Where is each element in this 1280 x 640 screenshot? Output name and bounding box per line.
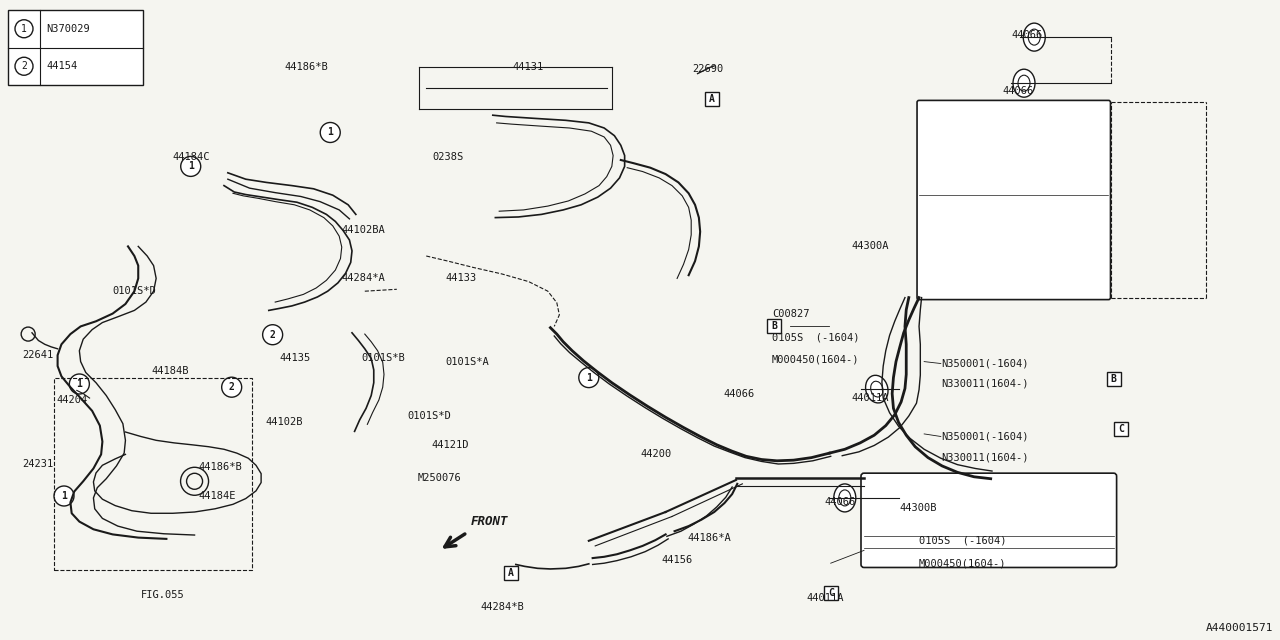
Text: M000450(1604-): M000450(1604-) bbox=[772, 355, 859, 365]
Text: 2: 2 bbox=[20, 61, 27, 71]
Text: 44066: 44066 bbox=[1002, 86, 1033, 96]
Text: 44154: 44154 bbox=[46, 61, 77, 71]
Ellipse shape bbox=[870, 381, 883, 397]
Text: 0105S  (-1604): 0105S (-1604) bbox=[772, 332, 859, 342]
Text: 1: 1 bbox=[328, 127, 333, 138]
Text: 44184B: 44184B bbox=[151, 366, 188, 376]
Text: 2: 2 bbox=[270, 330, 275, 340]
Text: A: A bbox=[709, 94, 714, 104]
Text: 0101S*D: 0101S*D bbox=[407, 411, 451, 421]
Bar bbox=[1115, 422, 1128, 436]
Text: 44133: 44133 bbox=[445, 273, 476, 284]
Text: N350001(-1604): N350001(-1604) bbox=[941, 358, 1028, 369]
Text: 1: 1 bbox=[61, 491, 67, 501]
Text: 44184E: 44184E bbox=[198, 491, 236, 501]
Ellipse shape bbox=[1018, 76, 1030, 92]
Bar bbox=[824, 586, 837, 600]
Text: 44284*A: 44284*A bbox=[342, 273, 385, 284]
Text: 1: 1 bbox=[586, 372, 591, 383]
Circle shape bbox=[221, 377, 242, 397]
Text: A440001571: A440001571 bbox=[1206, 623, 1274, 634]
Ellipse shape bbox=[838, 490, 851, 506]
FancyBboxPatch shape bbox=[916, 100, 1111, 300]
Text: FRONT: FRONT bbox=[471, 515, 508, 528]
Text: N330011(1604-): N330011(1604-) bbox=[941, 452, 1028, 463]
Text: N370029: N370029 bbox=[46, 24, 90, 34]
Text: N330011(1604-): N330011(1604-) bbox=[941, 379, 1028, 389]
Text: 44066: 44066 bbox=[723, 388, 754, 399]
Text: 0101S*B: 0101S*B bbox=[361, 353, 404, 364]
Bar bbox=[705, 92, 718, 106]
Bar bbox=[8, 10, 143, 85]
Ellipse shape bbox=[833, 484, 856, 512]
Text: C: C bbox=[1119, 424, 1124, 434]
Text: 44184C: 44184C bbox=[173, 152, 210, 162]
Text: 44011A: 44011A bbox=[851, 393, 888, 403]
Text: 0238S: 0238S bbox=[433, 152, 463, 162]
Text: 1: 1 bbox=[20, 24, 27, 34]
Ellipse shape bbox=[1012, 69, 1036, 97]
Bar bbox=[1107, 372, 1120, 386]
Text: B: B bbox=[1111, 374, 1116, 384]
Text: 44186*A: 44186*A bbox=[687, 532, 731, 543]
Text: 24231: 24231 bbox=[22, 459, 52, 469]
Text: 1: 1 bbox=[77, 379, 82, 389]
Circle shape bbox=[54, 486, 74, 506]
Text: 44066: 44066 bbox=[1011, 30, 1042, 40]
Text: 44102BA: 44102BA bbox=[342, 225, 385, 236]
Circle shape bbox=[579, 367, 599, 388]
Text: 44131: 44131 bbox=[512, 62, 543, 72]
Ellipse shape bbox=[865, 375, 888, 403]
Text: 2: 2 bbox=[229, 382, 234, 392]
Text: 44200: 44200 bbox=[640, 449, 671, 460]
Bar bbox=[504, 566, 517, 580]
Circle shape bbox=[320, 122, 340, 143]
Bar bbox=[54, 378, 252, 570]
Text: A: A bbox=[508, 568, 513, 578]
Text: C00827: C00827 bbox=[772, 308, 809, 319]
Text: 44156: 44156 bbox=[662, 555, 692, 565]
Text: 44011A: 44011A bbox=[806, 593, 844, 604]
Text: M250076: M250076 bbox=[417, 473, 461, 483]
Text: 44186*B: 44186*B bbox=[284, 62, 328, 72]
Text: 0101S*D: 0101S*D bbox=[113, 286, 156, 296]
Ellipse shape bbox=[1028, 29, 1041, 45]
Text: 1: 1 bbox=[188, 161, 193, 172]
Text: C: C bbox=[828, 588, 833, 598]
Text: 0105S  (-1604): 0105S (-1604) bbox=[919, 536, 1006, 546]
Circle shape bbox=[262, 324, 283, 345]
Circle shape bbox=[15, 57, 33, 76]
Text: 44204: 44204 bbox=[56, 395, 87, 405]
Text: 44284*B: 44284*B bbox=[480, 602, 524, 612]
Text: 44102B: 44102B bbox=[265, 417, 302, 428]
Text: B: B bbox=[772, 321, 777, 332]
Text: 44135: 44135 bbox=[279, 353, 310, 364]
Text: 44300B: 44300B bbox=[900, 502, 937, 513]
Text: 44121D: 44121D bbox=[431, 440, 468, 450]
Circle shape bbox=[15, 20, 33, 38]
Text: 44186*B: 44186*B bbox=[198, 462, 242, 472]
Text: 0101S*A: 0101S*A bbox=[445, 356, 489, 367]
Bar bbox=[768, 319, 781, 333]
Circle shape bbox=[69, 374, 90, 394]
Ellipse shape bbox=[1023, 23, 1046, 51]
Text: FIG.055: FIG.055 bbox=[141, 590, 184, 600]
Text: 44066: 44066 bbox=[824, 497, 855, 508]
Circle shape bbox=[180, 156, 201, 177]
Text: M000450(1604-): M000450(1604-) bbox=[919, 558, 1006, 568]
Text: N350001(-1604): N350001(-1604) bbox=[941, 431, 1028, 442]
Text: 44300A: 44300A bbox=[851, 241, 888, 252]
Text: 22641: 22641 bbox=[22, 350, 52, 360]
Text: 22690: 22690 bbox=[692, 64, 723, 74]
FancyBboxPatch shape bbox=[861, 473, 1116, 568]
